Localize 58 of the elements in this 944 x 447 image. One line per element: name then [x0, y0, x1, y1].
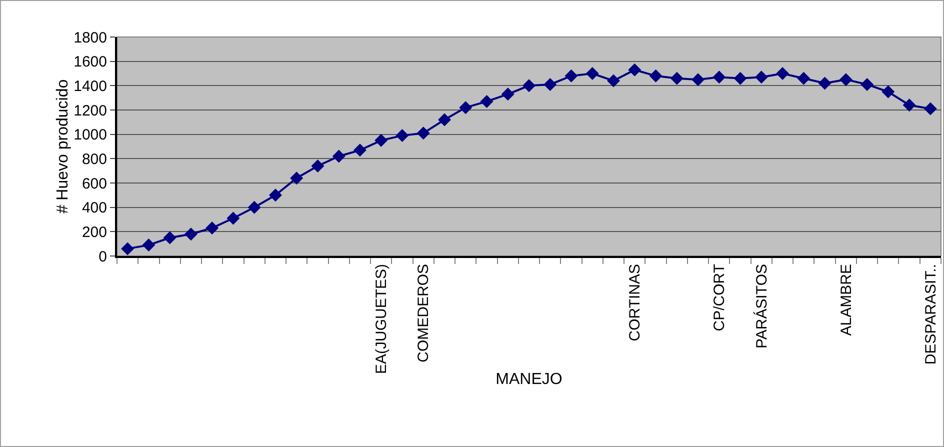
point [607, 74, 620, 88]
y-tick-label: 1800 [74, 29, 107, 46]
y-tick-label: 0 [98, 248, 107, 266]
point [290, 172, 304, 185]
y-tick-label: 1000 [74, 126, 107, 144]
x-axis-title: MANEJO [496, 371, 562, 388]
point [480, 94, 494, 108]
y-tick-label: 600 [82, 175, 107, 192]
y-axis-title: # Huevo producido [54, 79, 72, 214]
point [501, 88, 514, 101]
y-tick-label: 200 [82, 224, 107, 241]
point [628, 63, 642, 76]
point [544, 78, 557, 91]
point [163, 231, 176, 244]
point [121, 242, 134, 256]
y-tick-label: 1600 [74, 54, 107, 71]
point [649, 69, 662, 82]
y-tick-label: 400 [82, 200, 107, 217]
point [670, 72, 684, 85]
point [311, 159, 324, 172]
point [374, 134, 388, 147]
point [142, 238, 156, 252]
point [522, 79, 536, 92]
x-tick-label: COMEDEROS [415, 264, 432, 362]
point [586, 67, 599, 80]
point [734, 72, 747, 85]
point [860, 78, 874, 91]
point [268, 188, 282, 202]
point [839, 73, 852, 86]
point [902, 98, 916, 112]
y-tick-label: 1200 [74, 102, 107, 120]
point [184, 228, 198, 241]
point [692, 73, 705, 86]
point [206, 222, 219, 235]
x-tick-label: PARÁSITOS [752, 264, 770, 348]
point [818, 76, 832, 90]
x-tick-label: DESPARASIT.. [922, 264, 940, 365]
point [226, 212, 240, 225]
y-tick-label: 1400 [74, 78, 107, 95]
point [396, 129, 409, 142]
point [754, 70, 768, 84]
point [416, 126, 430, 140]
point [459, 101, 472, 114]
point [882, 85, 895, 98]
point [438, 113, 451, 126]
point [776, 67, 790, 80]
x-tick-label: CP/CORT [711, 264, 728, 332]
x-tick-label: ALAMBRE [838, 264, 855, 336]
point [332, 150, 346, 163]
point [797, 72, 810, 85]
point [712, 70, 726, 84]
x-tick-label: EA(JUGUETES) [372, 264, 390, 374]
point [564, 69, 578, 82]
x-tick-label: CORTINAS [626, 264, 644, 342]
point [924, 102, 937, 116]
point [248, 200, 261, 214]
y-tick-label: 800 [82, 150, 107, 168]
point [353, 144, 366, 157]
